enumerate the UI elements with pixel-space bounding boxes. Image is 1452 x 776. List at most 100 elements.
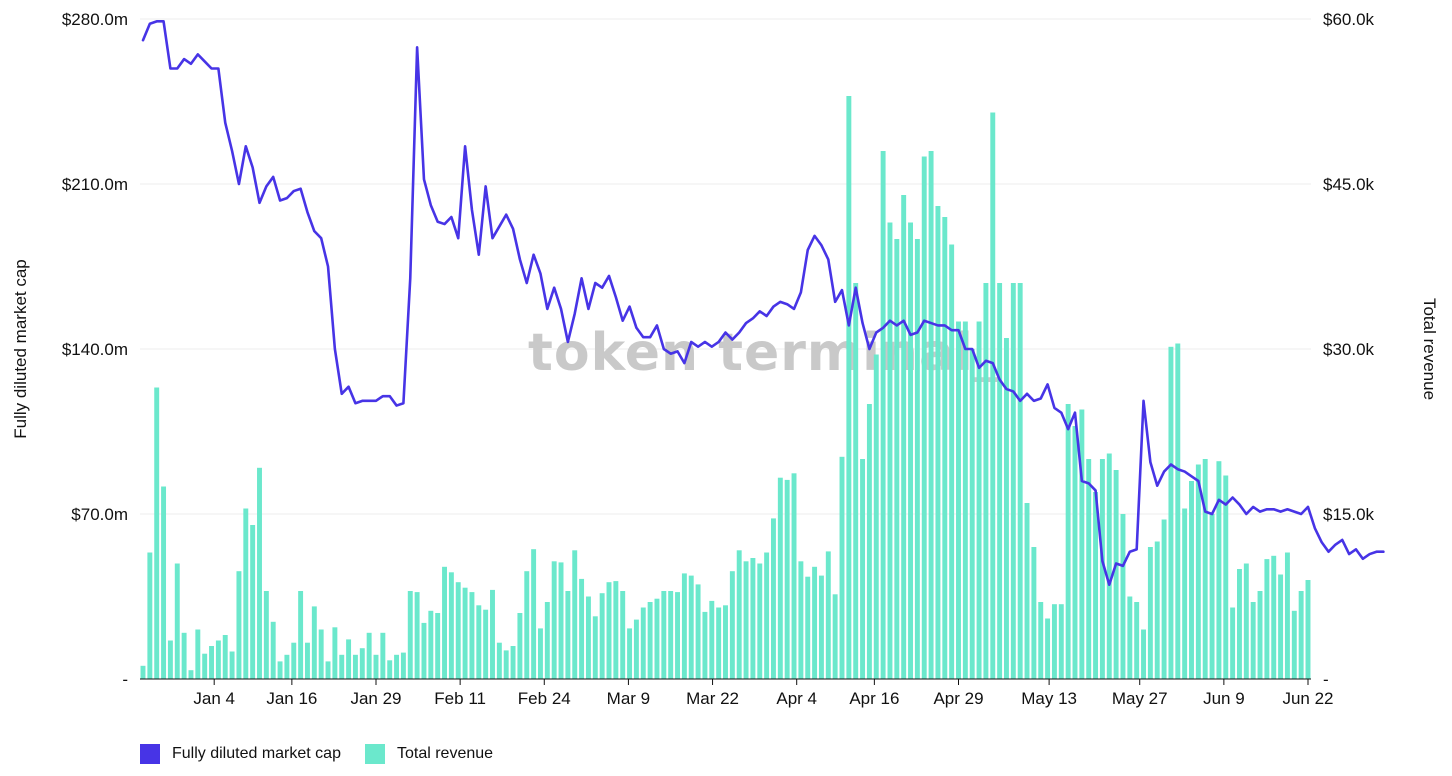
revenue-bar	[469, 592, 475, 679]
revenue-bar	[400, 652, 406, 679]
revenue-bar	[1024, 503, 1030, 679]
revenue-bars	[140, 96, 1311, 679]
revenue-bar	[1209, 514, 1215, 679]
revenue-bar	[1051, 604, 1057, 679]
revenue-bar	[1134, 602, 1140, 679]
market-cap-line	[141, 20, 1385, 587]
revenue-bar	[524, 571, 530, 679]
left-tick-label: $280.0m	[62, 10, 128, 29]
revenue-bar	[305, 642, 310, 679]
revenue-bar	[490, 589, 495, 679]
revenue-bar	[154, 387, 160, 679]
revenue-bar	[318, 629, 324, 679]
revenue-bar	[949, 244, 955, 679]
revenue-bar	[880, 151, 886, 679]
revenue-bar	[332, 627, 338, 679]
revenue-bar	[572, 550, 578, 679]
revenue-bar	[257, 467, 262, 679]
revenue-bar	[1237, 569, 1242, 679]
revenue-bar	[448, 572, 454, 679]
market-cap-swatch	[140, 744, 160, 764]
revenue-bar	[613, 581, 619, 679]
revenue-bar	[339, 654, 345, 679]
x-tick-label: Jan 4	[193, 689, 235, 708]
revenue-bar	[866, 404, 872, 679]
right-tick-label: $15.0k	[1323, 505, 1375, 524]
revenue-bar	[209, 646, 214, 679]
revenue-bar	[352, 654, 358, 679]
revenue-bar	[284, 654, 290, 679]
legend: Fully diluted market cap Total revenue	[140, 744, 493, 764]
revenue-bar	[627, 628, 633, 679]
left-axis-ticks: - $70.0m $140.0m $210.0m $280.0m	[62, 10, 128, 689]
revenue-bar	[784, 479, 790, 679]
revenue-bar	[640, 607, 646, 679]
revenue-bar	[510, 646, 516, 679]
revenue-bar	[1182, 508, 1188, 679]
revenue-bar	[592, 616, 598, 679]
revenue-bar	[1271, 555, 1277, 679]
revenue-bar	[853, 283, 859, 679]
revenue-bar	[140, 665, 146, 679]
revenue-bar	[1175, 343, 1181, 679]
revenue-bar	[298, 591, 304, 679]
revenue-bar	[1216, 461, 1222, 679]
revenue-bar	[147, 552, 153, 679]
revenue-bar	[805, 576, 811, 679]
revenue-bar	[414, 592, 420, 679]
legend-item-market-cap[interactable]: Fully diluted market cap	[140, 744, 341, 764]
watermark-text: token terminal_	[528, 323, 1001, 383]
revenue-bar	[551, 561, 557, 679]
revenue-bar	[990, 112, 996, 679]
market-cap-line-group	[141, 20, 1385, 587]
legend-item-revenue[interactable]: Total revenue	[364, 744, 493, 764]
revenue-bar	[935, 206, 941, 679]
revenue-bar	[661, 591, 667, 679]
x-tick-label: Apr 16	[849, 689, 899, 708]
revenue-bar	[1141, 629, 1146, 679]
revenue-bar	[538, 628, 543, 679]
revenue-bar	[442, 566, 447, 679]
revenue-bar	[1243, 563, 1249, 679]
revenue-bar	[1284, 552, 1290, 679]
left-tick-label: $210.0m	[62, 175, 128, 194]
revenue-bar	[1072, 426, 1078, 679]
x-tick-label: Mar 9	[607, 689, 650, 708]
revenue-bar	[222, 635, 228, 679]
revenue-bar	[270, 621, 276, 679]
revenue-bar	[887, 222, 893, 679]
revenue-bar	[1257, 591, 1263, 679]
right-axis-title: Total revenue	[1420, 298, 1439, 400]
revenue-bar	[1147, 547, 1153, 679]
revenue-bar	[1291, 610, 1297, 679]
revenue-bar	[606, 582, 612, 679]
revenue-bar	[229, 651, 235, 679]
revenue-bar	[428, 610, 434, 679]
x-tick-label: Jun 9	[1203, 689, 1245, 708]
revenue-bar	[243, 508, 249, 679]
revenue-bar	[1086, 459, 1092, 679]
revenue-bar	[167, 640, 173, 679]
revenue-bar	[1264, 559, 1270, 679]
revenue-bar	[215, 640, 221, 679]
revenue-bar	[818, 575, 824, 679]
revenue-bar	[1010, 283, 1016, 679]
revenue-bar	[1230, 607, 1236, 679]
revenue-bar	[1079, 409, 1085, 679]
revenue-bar	[764, 552, 770, 679]
revenue-swatch	[364, 744, 385, 764]
revenue-bar	[1045, 618, 1051, 679]
revenue-bar	[236, 571, 242, 679]
revenue-bar	[873, 354, 879, 679]
left-axis-title: Fully diluted market cap	[11, 259, 30, 439]
legend-label-market-cap: Fully diluted market cap	[172, 745, 341, 762]
revenue-bar	[997, 283, 1003, 679]
revenue-bar	[921, 156, 927, 679]
revenue-bar	[702, 611, 708, 679]
revenue-bar	[983, 283, 989, 679]
revenue-bar	[421, 622, 427, 679]
x-tick-label: Jun 22	[1282, 689, 1333, 708]
revenue-bar	[174, 563, 180, 679]
revenue-bar	[798, 561, 804, 679]
